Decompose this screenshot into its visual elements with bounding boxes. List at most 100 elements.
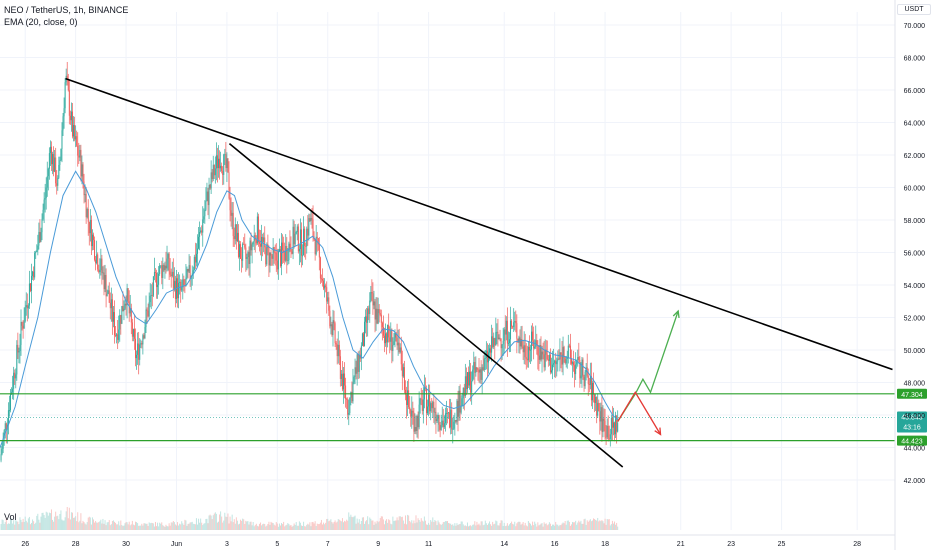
candle-body xyxy=(408,390,410,408)
volume-bar xyxy=(237,524,239,530)
volume-bar xyxy=(487,523,489,530)
volume-bar xyxy=(49,513,51,530)
volume-bar xyxy=(209,514,211,530)
candle-body xyxy=(101,258,103,274)
candle-body xyxy=(3,430,5,439)
candle-body xyxy=(536,340,538,346)
time-tick-label: 23 xyxy=(727,541,735,548)
volume-bar xyxy=(440,525,442,530)
volume-bar xyxy=(228,523,230,530)
candle-body xyxy=(590,375,592,401)
volume-bar xyxy=(144,523,146,530)
volume-bar xyxy=(206,518,208,530)
volume-bar xyxy=(579,522,581,530)
volume-bar xyxy=(282,524,284,530)
volume-bar xyxy=(78,522,80,530)
candle-body xyxy=(24,307,26,322)
candle-body xyxy=(494,338,496,346)
volume-bar xyxy=(507,525,509,530)
candle-body xyxy=(412,410,414,413)
volume-bar xyxy=(538,525,540,530)
candle-body xyxy=(517,338,519,343)
candle-body xyxy=(77,145,79,156)
volume-bar xyxy=(71,512,73,530)
candle-body xyxy=(456,400,458,422)
volume-bar xyxy=(377,522,379,530)
candle-body xyxy=(380,314,382,323)
candle-body xyxy=(266,244,268,265)
time-tick-label: 28 xyxy=(853,541,861,548)
symbol-title[interactable]: NEO / TetherUS, 1h, BINANCE xyxy=(4,5,129,15)
candle-body xyxy=(572,362,574,364)
candle-body xyxy=(289,243,291,250)
time-axis: 26 28 30 Jun 3 5 7 9 11 14 16 18 21 23 25 28 xyxy=(0,534,895,548)
volume-bar xyxy=(492,521,494,530)
candle-body xyxy=(329,310,331,327)
volume-bar xyxy=(422,521,424,530)
currency-label[interactable]: USDT xyxy=(897,4,931,15)
candle-body xyxy=(85,194,87,218)
candle-body xyxy=(323,280,325,289)
volume-bar xyxy=(123,525,125,530)
volume-bar xyxy=(262,524,264,530)
candle-body xyxy=(564,357,566,364)
volume-bar xyxy=(580,520,582,530)
candle-body xyxy=(503,329,505,341)
volume-bar xyxy=(2,520,4,530)
volume-bar xyxy=(349,516,351,530)
candle-body xyxy=(91,234,93,247)
candle-body xyxy=(331,324,333,336)
candle-body xyxy=(277,251,279,270)
candle-body xyxy=(547,359,549,361)
candle-body xyxy=(293,226,295,245)
candle-body xyxy=(14,372,16,379)
candle-body xyxy=(557,358,559,362)
volume-bar xyxy=(388,519,390,530)
volume-bar xyxy=(345,521,347,530)
volume-bar xyxy=(355,523,357,530)
candle-body xyxy=(262,237,264,242)
volume-bar xyxy=(400,517,402,530)
volume-bar xyxy=(13,520,15,530)
volume-bar xyxy=(309,522,311,530)
candle-body xyxy=(349,397,351,414)
volume-bar xyxy=(448,522,450,530)
volume-bar xyxy=(214,512,216,530)
candle-body xyxy=(71,111,73,137)
candle-body xyxy=(205,200,207,210)
candle-body xyxy=(235,224,237,242)
volume-bar xyxy=(27,518,29,530)
candle-body xyxy=(78,155,80,158)
candle-body xyxy=(440,425,442,430)
candle-body xyxy=(398,342,400,352)
candle-body xyxy=(457,400,459,417)
indicator-title[interactable]: EMA (20, close, 0) xyxy=(4,17,78,27)
volume-bar xyxy=(586,520,588,530)
candle-body xyxy=(394,332,396,342)
candle-body xyxy=(450,409,452,428)
candle-body xyxy=(83,181,85,196)
volume-bar xyxy=(548,522,550,530)
volume-label[interactable]: Vol xyxy=(4,512,17,522)
volume-bar xyxy=(341,518,343,530)
candle-body xyxy=(516,323,518,339)
volume-bar xyxy=(504,526,506,530)
volume-bar xyxy=(183,524,185,530)
candle-body xyxy=(484,358,486,359)
volume-bar xyxy=(74,517,76,530)
candle-body xyxy=(442,420,444,428)
candle-body xyxy=(20,321,22,345)
volume-bar xyxy=(316,523,318,530)
volume-bar xyxy=(403,523,405,530)
candle-body xyxy=(225,154,227,169)
volume-bar xyxy=(573,522,575,530)
volume-bar xyxy=(360,520,362,530)
volume-bar xyxy=(251,525,253,530)
volume-bar xyxy=(220,511,222,530)
candle-body xyxy=(291,251,293,254)
countdown-label: 43:16 xyxy=(903,425,921,432)
volume-bar xyxy=(389,520,391,530)
candle-body xyxy=(41,218,43,233)
candle-body xyxy=(69,115,71,121)
